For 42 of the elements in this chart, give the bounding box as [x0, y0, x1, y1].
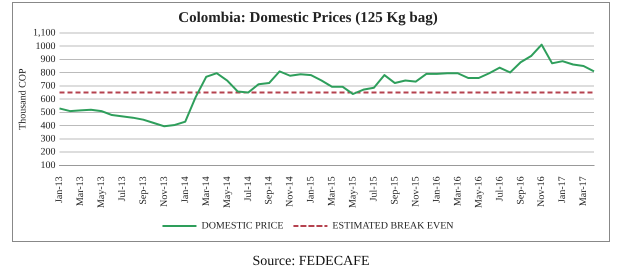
x-tick-label: Nov-13	[158, 176, 170, 207]
x-tick-label: Sep-15	[390, 176, 400, 205]
x-tick-label: Jul-16	[494, 176, 506, 202]
y-tick-label: 100	[40, 160, 56, 171]
y-tick-label: 200	[40, 146, 56, 158]
y-tick-label: 600	[40, 94, 56, 105]
x-tick-label: Mar-14	[200, 176, 212, 206]
x-tick-label: Jul-13	[117, 176, 128, 202]
x-tick-label: May-13	[96, 176, 108, 208]
y-tick-label: 1,100	[33, 28, 56, 39]
x-tick-label: Nov-16	[536, 176, 548, 207]
y-tick-label: 900	[40, 54, 56, 66]
y-tick-label: 800	[40, 67, 56, 78]
y-tick-label: 400	[40, 120, 56, 132]
x-tick-label: Sep-16	[515, 176, 526, 205]
x-tick-label: Sep-13	[138, 176, 149, 205]
x-tick-label: Jul-15	[368, 176, 380, 202]
y-axis-title: Thousand COP	[18, 68, 29, 130]
y-tick-label: 1000	[36, 40, 56, 52]
x-tick-label: Jan-13	[54, 176, 66, 204]
x-tick-label: Mar-16	[452, 176, 464, 206]
x-tick-label: May-15	[348, 176, 359, 208]
x-tick-label: Mar-17	[578, 176, 590, 206]
y-tick-label: 500	[40, 107, 56, 118]
legend-label: ESTIMATED BREAK EVEN	[332, 220, 454, 232]
y-tick-label: 700	[40, 80, 56, 92]
x-tick-label: Nov-14	[284, 176, 296, 207]
x-tick-label: Jul-14	[242, 176, 254, 202]
x-tick-label: Jan-16	[431, 176, 442, 204]
x-tick-label: Mar-13	[75, 176, 86, 206]
x-tick-label: Jan-14	[180, 176, 191, 204]
x-tick-label: May-14	[222, 176, 233, 208]
x-tick-label: Sep-14	[264, 176, 275, 205]
chart-title: Colombia: Domestic Prices (125 Kg bag)	[178, 10, 438, 26]
x-tick-label: Jan-17	[557, 176, 568, 204]
x-tick-label: Jan-15	[306, 176, 317, 204]
x-tick-label: May-16	[473, 176, 484, 208]
y-tick-label: 300	[40, 133, 56, 144]
legend-label: DOMESTIC PRICE	[201, 220, 284, 232]
x-tick-label: Mar-15	[326, 176, 338, 206]
x-tick-label: Nov-15	[410, 176, 422, 207]
source-note: Source: FEDECAFE	[251, 254, 371, 270]
